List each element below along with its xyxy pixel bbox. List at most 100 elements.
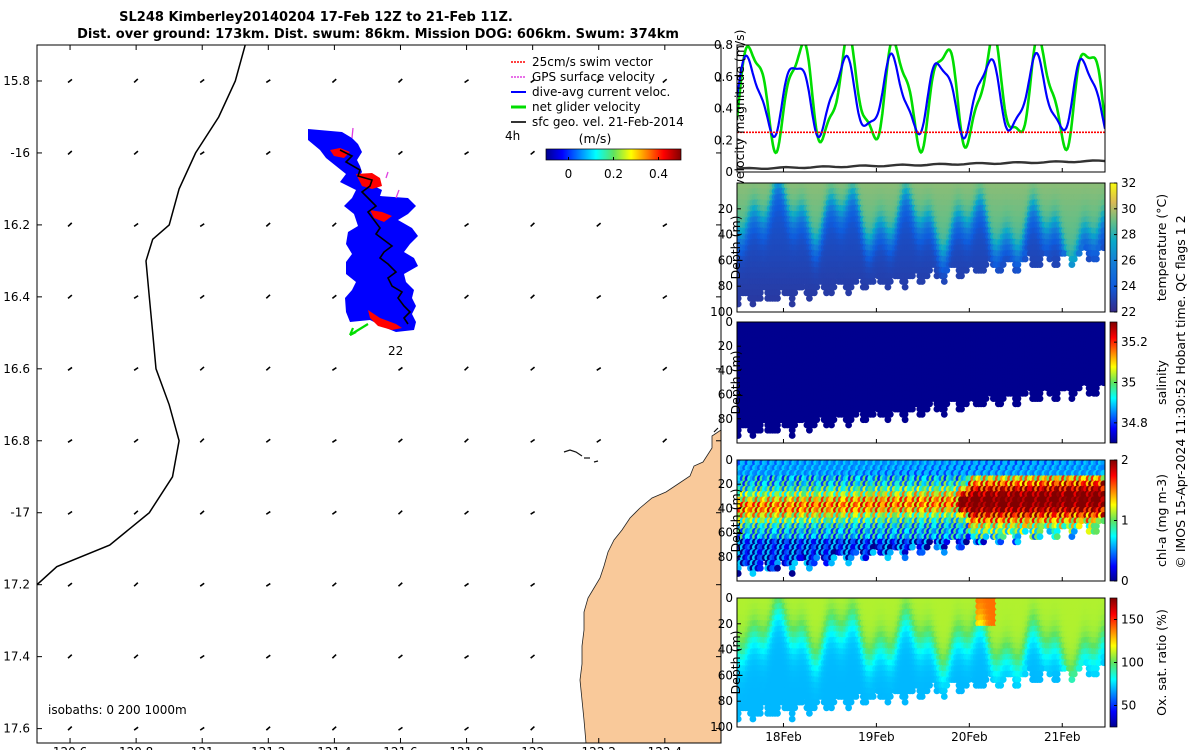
temperature-sample-point (1100, 183, 1105, 190)
temperature-sample-point (1046, 255, 1054, 263)
temperature-sample-point (1036, 261, 1044, 268)
salinity-sample-point (788, 432, 796, 439)
temperature-sample-point (940, 272, 948, 280)
salinity-sample-point (1021, 389, 1029, 397)
swim-vector-patch (368, 310, 402, 330)
geo-vector-arrow (265, 654, 271, 659)
salinity-sample-point (737, 426, 742, 434)
geo-vector-arrow (265, 366, 271, 371)
temperature-sample-point (791, 289, 799, 297)
map-x-tick-label: 120.8 (119, 745, 153, 750)
salinity-sample-point (806, 426, 813, 434)
temperature-sample-point (1014, 261, 1022, 268)
geo-vector-arrow (67, 510, 73, 515)
map-y-tick-label: -17 (10, 506, 30, 520)
gps-velocity-arrow (351, 127, 354, 139)
salinity-sample-point (847, 416, 855, 424)
temperature-sample-point (852, 278, 860, 285)
temperature-y-tick-label: 60 (718, 253, 733, 267)
geo-vector-arrow (398, 726, 403, 731)
temperature-sample-point (1053, 261, 1061, 268)
geo-vector-arrow (331, 78, 337, 84)
temperature-colorbar-tick-label: 30 (1121, 202, 1136, 216)
geo-vector-arrow (530, 510, 536, 515)
temperature-sample-point (737, 300, 742, 308)
geo-vector-arrow (397, 78, 403, 84)
geo-vector-arrow (530, 654, 536, 659)
geo-vector-arrow (265, 150, 271, 156)
geo-vector-arrow (331, 222, 337, 227)
geo-vector-arrow (265, 222, 271, 227)
salinity-sample-point (1014, 400, 1022, 408)
speed-colorbar-tick-label: 0.4 (649, 167, 668, 181)
geo-vector-arrow (662, 366, 668, 371)
salinity-sample-point (774, 421, 781, 429)
temperature-colorbar-tick-label: 32 (1121, 176, 1136, 190)
salinity-sample-point (774, 426, 781, 434)
temperature-y-tick-label: 40 (718, 228, 733, 242)
track-end-label: 22 (388, 344, 403, 358)
map-x-tick-label: 121 (191, 745, 214, 750)
temperature-sample-point (1100, 227, 1105, 235)
temperature-sample-point (1100, 199, 1105, 207)
geo-vector-arrow (67, 78, 73, 84)
map-y-tick-label: 16.4 (3, 290, 30, 304)
temperature-sample-point (963, 266, 970, 274)
geo-vector-arrow (331, 654, 337, 659)
velocity-y-ticks: 00.20.40.60.8 (714, 38, 741, 179)
temperature-sample-point (749, 300, 757, 308)
temperature-sample-point (845, 289, 852, 297)
geo-vector-arrow (464, 726, 470, 731)
salinity-sample-point (798, 416, 806, 424)
geo-vector-arrow (530, 438, 536, 443)
salinity-sample-point (845, 421, 852, 429)
map-y-tick-label: 16.8 (3, 434, 30, 448)
temperature-sample-point (756, 289, 764, 297)
temperature-colorbar-label: temperature (°C) (1154, 194, 1169, 301)
temperature-sample-point (982, 261, 990, 268)
temperature-sample-point (1078, 244, 1086, 252)
temperature-sample-point (798, 283, 806, 291)
glider-path (339, 149, 412, 325)
velocity-panel: 00.20.40.60.8 velocity magnitude (m/s) (714, 29, 1106, 187)
temperature-colorbar-tick-label: 28 (1121, 228, 1136, 242)
temperature-sample-point (737, 295, 742, 302)
legend-swim-label: 25cm/s swim vector (532, 55, 653, 69)
map-legend: 25cm/s swim vector GPS surface velocity … (511, 55, 684, 129)
geo-vector-arrow (331, 510, 337, 515)
geo-vector-arrow (397, 510, 403, 515)
temperature-sample-point (1085, 255, 1093, 263)
temperature-sample-point (1053, 255, 1061, 263)
geo-vector-arrow (199, 438, 205, 443)
island (563, 449, 583, 457)
isobath-1000m (37, 45, 246, 586)
salinity-sample-point (823, 421, 830, 429)
temperature-sample-point (1014, 266, 1022, 274)
temperature-sample-point (847, 283, 855, 291)
salinity-sample-point (869, 405, 877, 413)
salinity-sample-point (810, 421, 818, 429)
geo-vector-arrow (133, 438, 139, 443)
geo-vector-arrow (199, 654, 205, 659)
geo-vector-arrow (530, 79, 536, 84)
salinity-sample-point (830, 416, 838, 424)
geo-vector-arrow (265, 79, 271, 84)
map-y-tick-label: 17.2 (3, 578, 30, 592)
geo-vector-arrow (331, 726, 337, 731)
temperature-sample-point (774, 289, 781, 297)
legend-net-velocity: net glider velocity (511, 100, 640, 114)
geo-vector-arrow (199, 294, 205, 299)
temperature-sample-point (933, 272, 941, 280)
geo-vector-arrow (397, 582, 403, 587)
geo-vector-arrow (596, 438, 602, 443)
map-x-tick-label: 121.6 (383, 745, 417, 750)
salinity-sample-point (737, 432, 742, 439)
temperature-sample-point (918, 278, 926, 285)
geo-vector-arrow (199, 78, 205, 84)
temperature-sample-point (1100, 204, 1105, 212)
geo-vector-arrow (464, 510, 469, 515)
temperature-colorbar-tick-label: 26 (1121, 253, 1136, 267)
geo-vector-arrow (133, 366, 139, 371)
